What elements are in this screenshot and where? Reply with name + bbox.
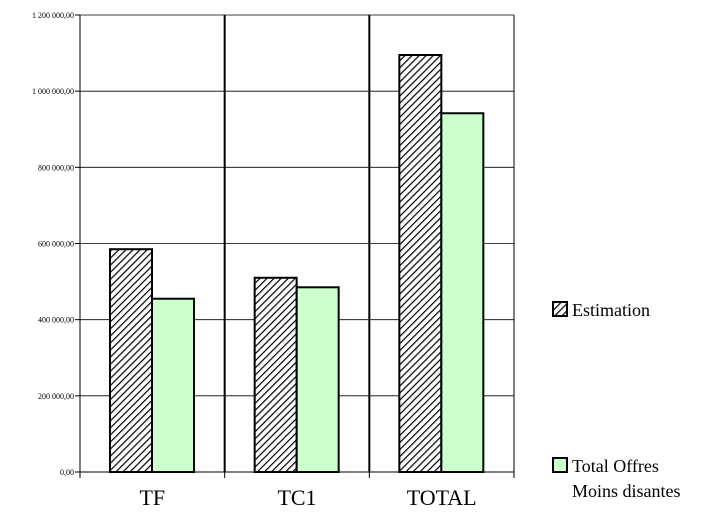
bar-offres-tf — [151, 297, 195, 473]
y-tick-label: 800 000,00 — [38, 163, 74, 172]
bar-estimation-tc1 — [253, 276, 298, 473]
legend-label: Total Offres — [572, 456, 659, 476]
y-tick-label: 400 000,00 — [38, 316, 74, 325]
y-tick-label: 200 000,00 — [38, 392, 74, 401]
x-category-label: TOTAL — [407, 485, 477, 510]
x-category-label: TC1 — [277, 485, 316, 510]
legend-swatch-offres — [552, 457, 568, 473]
bar-offres-total — [440, 112, 485, 473]
y-tick-label: 0,00 — [60, 468, 74, 477]
legend-label: Estimation — [572, 300, 650, 320]
bar-offres-tc1 — [295, 286, 340, 473]
legend-label: Moins disantes — [572, 481, 681, 501]
y-tick-label: 1 000 000,00 — [32, 87, 74, 96]
bar-estimation-total — [398, 53, 443, 474]
x-category-label: TF — [139, 485, 165, 510]
bar-estimation-tf — [109, 248, 153, 473]
y-tick-label: 1 200 000,00 — [32, 11, 74, 20]
y-tick-label: 600 000,00 — [38, 240, 74, 249]
legend-swatch-estimation — [552, 301, 568, 317]
